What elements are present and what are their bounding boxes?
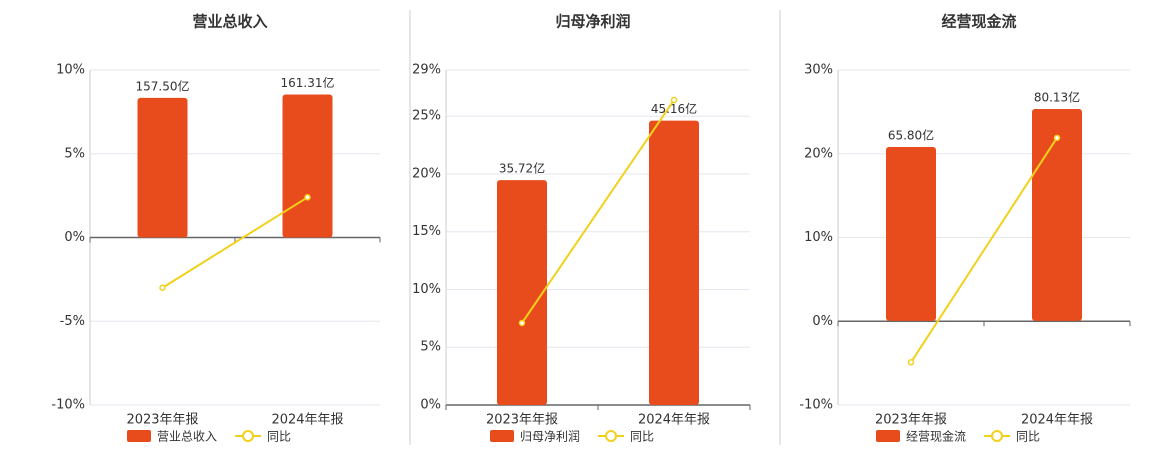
x-tick-label: 2024年年报 bbox=[271, 413, 343, 428]
y-tick-label: 25% bbox=[412, 109, 441, 124]
legend-label: 经营现金流 bbox=[906, 429, 966, 444]
x-tick-label: 2023年年报 bbox=[126, 413, 198, 428]
point bbox=[159, 284, 166, 291]
value-label: 157.50亿 bbox=[136, 78, 190, 93]
y-tick-label: 0% bbox=[420, 398, 441, 413]
legend-marker bbox=[605, 430, 618, 442]
bar bbox=[497, 180, 547, 405]
y-tick-label: -10% bbox=[51, 398, 85, 413]
y-tick-label: 0% bbox=[64, 230, 85, 245]
x-tick-label: 2023年年报 bbox=[875, 413, 947, 428]
y-tick-label: -5% bbox=[60, 314, 85, 329]
line bbox=[910, 137, 1058, 363]
point bbox=[670, 96, 678, 104]
legend-label: 同比 bbox=[267, 430, 291, 444]
y-tick-label: 10% bbox=[56, 63, 85, 78]
y-tick-label: 10% bbox=[804, 230, 833, 245]
bar bbox=[282, 94, 333, 238]
value-label: 45.16亿 bbox=[651, 101, 697, 116]
y-tick-label: 15% bbox=[412, 224, 441, 239]
value-label: 161.31亿 bbox=[281, 75, 335, 90]
legend-swatch bbox=[876, 430, 900, 442]
y-tick-label: 30% bbox=[804, 63, 833, 78]
chart-title: 营业总收入 bbox=[192, 13, 267, 31]
x-tick-label: 2024年年报 bbox=[638, 413, 710, 428]
bar bbox=[886, 146, 936, 321]
y-tick-label: -10% bbox=[799, 398, 833, 413]
point bbox=[1053, 134, 1061, 142]
point bbox=[907, 359, 915, 366]
legend-label: 归母净利润 bbox=[520, 430, 580, 444]
legend-swatch bbox=[127, 430, 151, 442]
y-tick-label: 5% bbox=[64, 146, 85, 161]
legend-swatch bbox=[490, 430, 514, 442]
y-tick-label: 29% bbox=[412, 63, 441, 78]
bar bbox=[137, 97, 188, 238]
point bbox=[304, 194, 311, 201]
legend-marker bbox=[242, 430, 255, 442]
legend-label: 营业总收入 bbox=[157, 430, 217, 444]
y-tick-label: 0% bbox=[812, 314, 833, 329]
line bbox=[161, 196, 309, 289]
line bbox=[521, 99, 675, 324]
bar bbox=[649, 120, 699, 406]
legend-label: 同比 bbox=[630, 430, 654, 444]
point bbox=[518, 319, 526, 327]
value-label: 65.80亿 bbox=[888, 127, 934, 142]
chart-title: 归母净利润 bbox=[555, 13, 630, 31]
x-tick-label: 2023年年报 bbox=[486, 413, 558, 428]
y-tick-label: 20% bbox=[804, 146, 833, 161]
y-tick-label: 5% bbox=[420, 340, 441, 355]
chart-title: 经营现金流 bbox=[941, 13, 1016, 31]
x-tick-label: 2024年年报 bbox=[1021, 413, 1093, 428]
y-tick-label: 20% bbox=[412, 166, 441, 181]
y-tick-label: 10% bbox=[412, 282, 441, 297]
value-label: 35.72亿 bbox=[499, 161, 545, 176]
legend-label: 同比 bbox=[1016, 430, 1040, 444]
value-label: 80.13亿 bbox=[1034, 90, 1080, 105]
legend-marker bbox=[991, 430, 1004, 442]
bar bbox=[1032, 109, 1082, 321]
